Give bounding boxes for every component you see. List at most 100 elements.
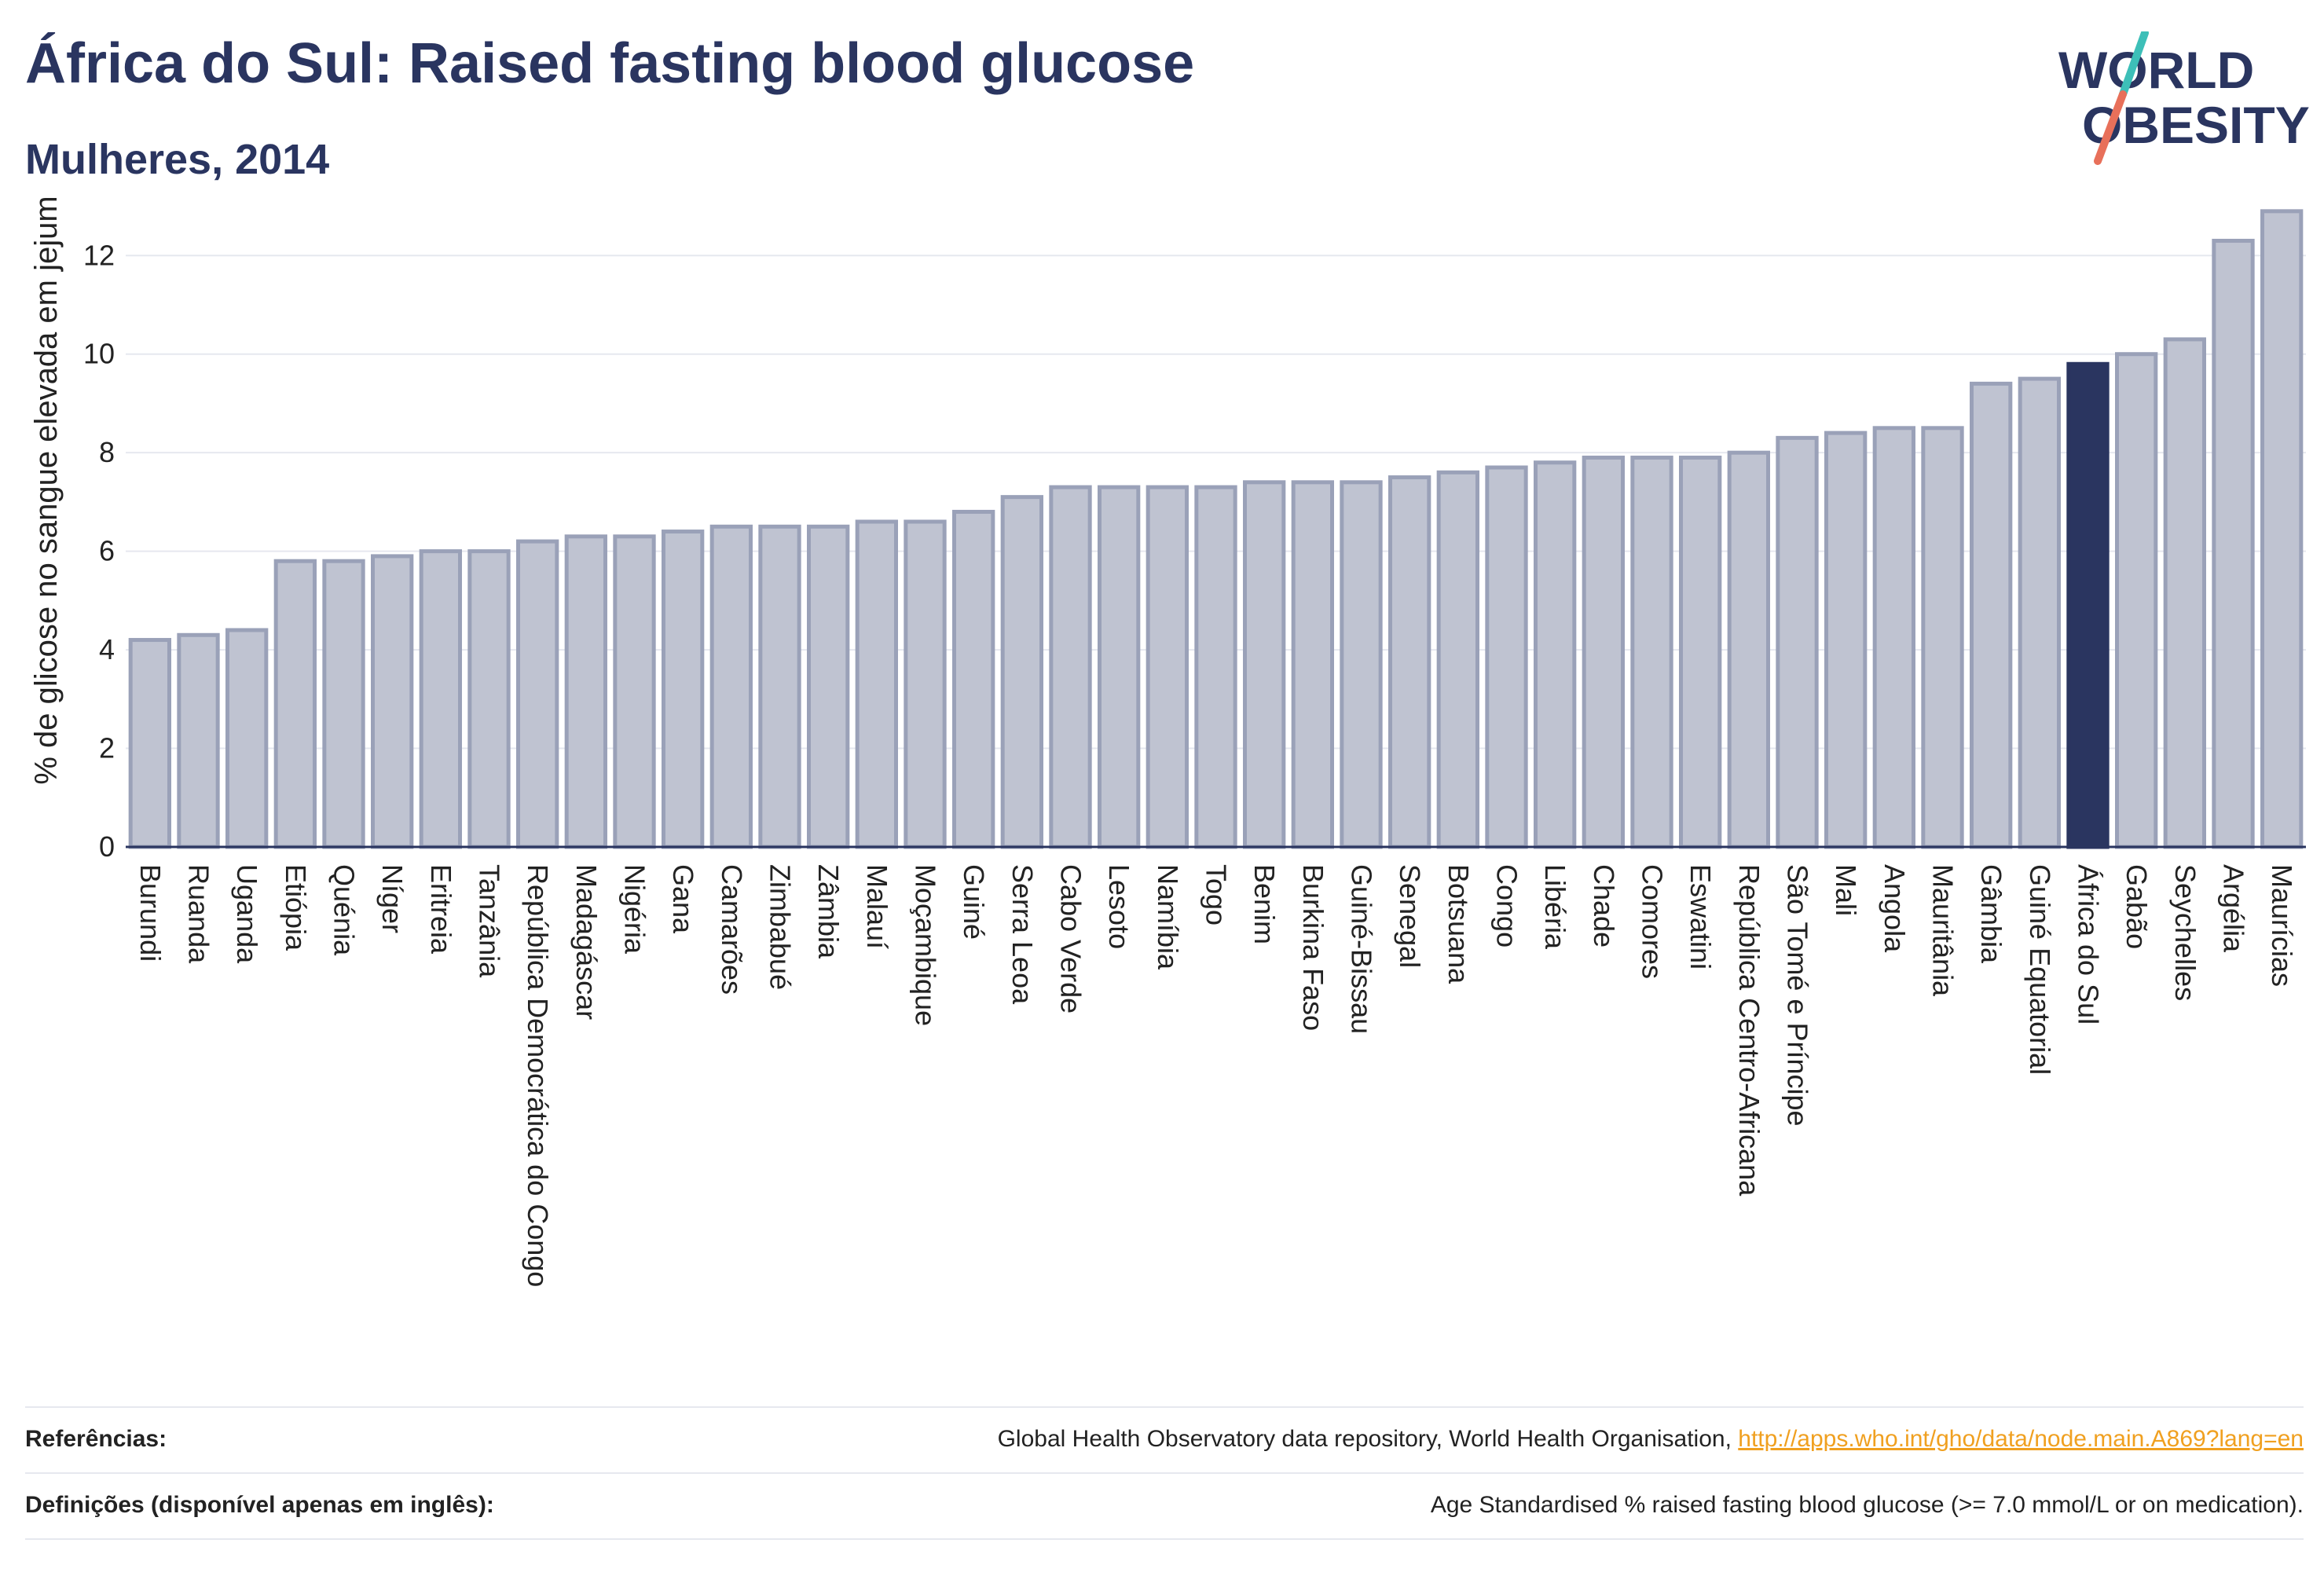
x-tick-label: Malauí bbox=[861, 864, 893, 949]
bar[interactable] bbox=[1049, 485, 1092, 849]
y-tick-label: 4 bbox=[99, 633, 115, 665]
x-tick-label: Comores bbox=[1637, 864, 1669, 979]
logo-line1: WORLD bbox=[2058, 41, 2254, 99]
y-tick-label: 12 bbox=[83, 239, 115, 271]
x-tick-label: Burkina Faso bbox=[1297, 864, 1329, 1031]
page-subtitle: Mulheres, 2014 bbox=[25, 136, 330, 183]
bar[interactable] bbox=[2115, 352, 2158, 849]
logo-slash-top-icon bbox=[2119, 31, 2149, 98]
bar[interactable] bbox=[1436, 470, 1479, 849]
bar[interactable] bbox=[1098, 485, 1141, 849]
y-axis-ticks: 0 2 4 6 8 10 12 bbox=[83, 239, 115, 863]
x-tick-label: Angola bbox=[1879, 864, 1911, 953]
x-tick-label: África do Sul bbox=[2073, 864, 2105, 1024]
x-tick-label: Guiné Equatorial bbox=[2024, 864, 2056, 1075]
bar[interactable] bbox=[1485, 465, 1528, 849]
x-tick-label: Cabo Verde bbox=[1055, 864, 1087, 1013]
references-label: Referências: bbox=[25, 1426, 167, 1452]
bar[interactable] bbox=[1872, 426, 1916, 849]
references-row: Referências: Global Health Observatory d… bbox=[25, 1406, 2304, 1471]
bar[interactable] bbox=[758, 524, 801, 849]
x-tick-label: Guiné bbox=[958, 864, 990, 940]
footer-divider bbox=[25, 1538, 2304, 1540]
x-tick-label: Gana bbox=[667, 864, 699, 934]
bar[interactable] bbox=[904, 519, 947, 849]
x-tick-label: Botsuana bbox=[1442, 864, 1475, 984]
bar[interactable] bbox=[1630, 455, 1673, 849]
bar[interactable] bbox=[564, 534, 608, 849]
x-tick-label: Camarões bbox=[716, 864, 748, 995]
bar[interactable] bbox=[807, 524, 850, 849]
x-tick-label: Ruanda bbox=[183, 864, 215, 964]
page-title: África do Sul: Raised fasting blood gluc… bbox=[25, 32, 1195, 95]
definitions-row: Definições (disponível apenas em inglês)… bbox=[25, 1472, 2304, 1537]
x-tick-label: República Democrática do Congo bbox=[522, 864, 554, 1287]
x-tick-label: Gâmbia bbox=[1975, 864, 2007, 964]
bar[interactable] bbox=[1340, 480, 1383, 849]
x-tick-label: Moçambique bbox=[910, 864, 942, 1026]
bar[interactable] bbox=[1824, 431, 1868, 849]
bar[interactable] bbox=[1194, 485, 1237, 849]
bar[interactable] bbox=[2018, 376, 2062, 849]
bar[interactable] bbox=[1534, 460, 1577, 849]
x-tick-label: Maurícias bbox=[2266, 864, 2298, 987]
x-tick-label: Argélia bbox=[2218, 864, 2250, 953]
x-tick-label: Burundi bbox=[134, 864, 167, 962]
definitions-value: Age Standardised % raised fasting blood … bbox=[1430, 1492, 2304, 1518]
bar[interactable] bbox=[1000, 495, 1043, 849]
x-tick-label: Nigéria bbox=[619, 864, 651, 955]
logo-slash-bottom-icon bbox=[2094, 90, 2127, 165]
bar[interactable] bbox=[467, 549, 511, 849]
bar[interactable] bbox=[952, 509, 995, 849]
x-tick-label: Senegal bbox=[1394, 864, 1426, 968]
x-tick-label: República Centro-Africana bbox=[1733, 864, 1765, 1197]
bar[interactable] bbox=[1243, 480, 1286, 849]
bar[interactable] bbox=[2163, 337, 2207, 849]
bar[interactable] bbox=[1291, 480, 1334, 849]
bar-chart: 0 2 4 6 8 10 12 Burundi Ruanda Uganda Etiópia Quén… bbox=[29, 196, 2306, 1287]
bar[interactable] bbox=[273, 559, 317, 849]
x-tick-label: Libéria bbox=[1539, 864, 1571, 950]
x-tick-label: Seychelles bbox=[2169, 864, 2201, 1001]
bar[interactable] bbox=[225, 628, 269, 849]
x-tick-label: São Tomé e Príncipe bbox=[1782, 864, 1814, 1127]
bar[interactable] bbox=[1679, 455, 1722, 849]
x-tick-label: Tanzânia bbox=[474, 864, 506, 978]
bar[interactable] bbox=[2260, 209, 2304, 849]
y-tick-label: 2 bbox=[99, 732, 115, 764]
references-value: Global Health Observatory data repositor… bbox=[998, 1426, 2304, 1453]
bar[interactable] bbox=[2212, 238, 2255, 849]
bar[interactable] bbox=[855, 519, 898, 849]
bar[interactable] bbox=[709, 524, 753, 849]
bar[interactable] bbox=[1727, 450, 1771, 849]
bar[interactable] bbox=[177, 632, 220, 849]
bar[interactable] bbox=[516, 539, 559, 849]
bar[interactable] bbox=[322, 559, 365, 849]
x-tick-label: Eswatini bbox=[1684, 864, 1717, 969]
bar[interactable] bbox=[1921, 426, 1964, 849]
y-tick-label: 0 bbox=[99, 830, 115, 863]
y-tick-label: 10 bbox=[83, 338, 115, 370]
x-tick-label: Eritreia bbox=[425, 864, 457, 955]
bar[interactable] bbox=[1776, 435, 1819, 849]
bar-highlight[interactable] bbox=[2066, 361, 2110, 849]
x-tick-label: Níger bbox=[376, 864, 409, 933]
bar[interactable] bbox=[1970, 381, 2013, 849]
definitions-label: Definições (disponível apenas em inglês)… bbox=[25, 1492, 494, 1518]
bar[interactable] bbox=[419, 549, 463, 849]
bar[interactable] bbox=[613, 534, 656, 849]
bar[interactable] bbox=[1388, 475, 1431, 849]
x-tick-label: Guiné-Bissau bbox=[1346, 864, 1378, 1034]
x-tick-label: Mali bbox=[1830, 864, 1862, 916]
references-link[interactable]: http://apps.who.int/gho/data/node.main.A… bbox=[1738, 1426, 2304, 1452]
x-tick-label: Benim bbox=[1248, 864, 1281, 944]
bar[interactable] bbox=[128, 638, 172, 849]
bar[interactable] bbox=[1146, 485, 1189, 849]
x-tick-label: Togo bbox=[1200, 864, 1233, 925]
bar[interactable] bbox=[371, 554, 414, 849]
x-tick-label: Mauritânia bbox=[1927, 864, 1959, 997]
bar[interactable] bbox=[1582, 455, 1625, 849]
bar[interactable] bbox=[662, 530, 705, 849]
x-tick-label: Congo bbox=[1491, 864, 1523, 947]
x-tick-label: Zâmbia bbox=[812, 864, 845, 959]
